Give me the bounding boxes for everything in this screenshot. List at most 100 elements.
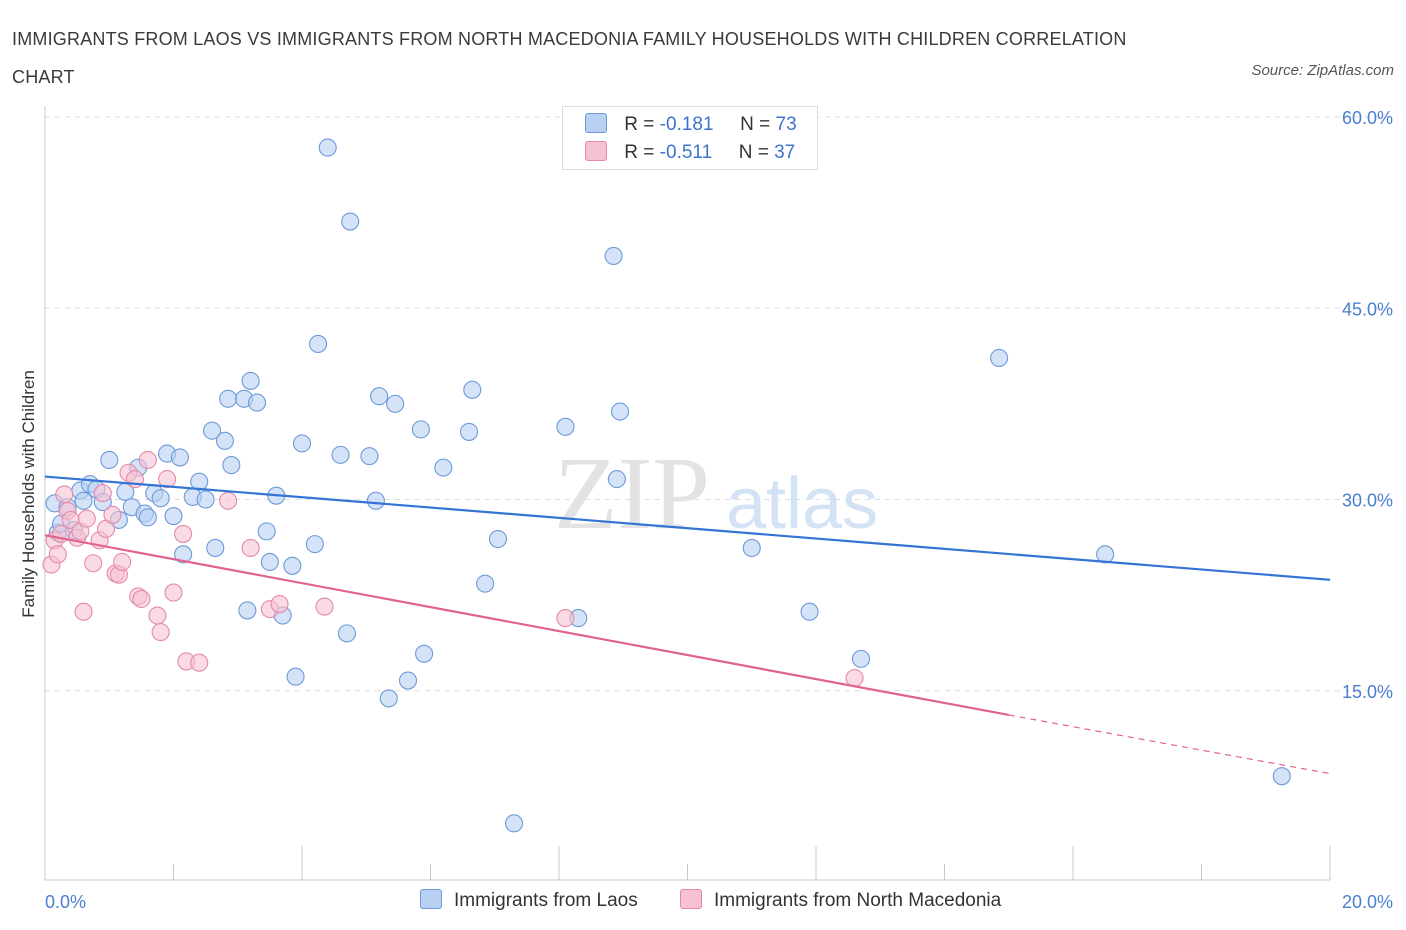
north-macedonia-point bbox=[219, 491, 238, 510]
laos-point bbox=[851, 649, 871, 668]
laos-point bbox=[286, 667, 305, 686]
laos-point bbox=[459, 422, 479, 441]
laos-point bbox=[318, 138, 337, 157]
laos-point bbox=[411, 420, 430, 439]
north-macedonia-point bbox=[158, 470, 177, 489]
bottom-legend-label-north-macedonia: Immigrants from North Macedonia bbox=[714, 890, 1002, 911]
north-macedonia-point bbox=[174, 524, 193, 543]
legend-r-label: R = bbox=[624, 114, 655, 135]
bottom-legend-laos: Immigrants from Laos bbox=[420, 889, 638, 912]
laos-point bbox=[196, 490, 215, 509]
watermark-zip: ZIP bbox=[554, 436, 710, 551]
laos-point bbox=[238, 601, 257, 620]
bottom-legend-swatch-north-macedonia bbox=[680, 889, 702, 909]
laos-point bbox=[463, 380, 482, 399]
north-macedonia-point bbox=[93, 484, 112, 503]
laos-point bbox=[488, 529, 508, 549]
laos-trend-line bbox=[44, 475, 1331, 581]
legend-r-value: -0.181 bbox=[659, 114, 714, 135]
laos-point bbox=[219, 389, 238, 408]
bottom-legend-label-laos: Immigrants from Laos bbox=[454, 890, 638, 911]
north-macedonia-point bbox=[77, 509, 96, 528]
north-macedonia-point bbox=[103, 505, 122, 524]
north-macedonia-point bbox=[148, 606, 167, 625]
y-tick-label: 30.0% bbox=[1342, 491, 1393, 511]
north-macedonia-point bbox=[845, 668, 864, 688]
laos-point bbox=[260, 552, 279, 572]
series-north-macedonia-points bbox=[42, 450, 864, 688]
laos-point bbox=[164, 507, 183, 526]
north-macedonia-point bbox=[241, 538, 260, 558]
laos-point bbox=[398, 671, 418, 690]
laos-point bbox=[800, 602, 819, 621]
laos-point bbox=[257, 522, 276, 541]
north-macedonia-point bbox=[84, 554, 103, 573]
watermark: ZIP atlas bbox=[554, 436, 878, 551]
laos-point bbox=[1272, 767, 1291, 786]
laos-point bbox=[742, 538, 761, 558]
x-tick-label-max: 20.0% bbox=[1342, 892, 1393, 912]
y-tick-label: 45.0% bbox=[1342, 299, 1393, 319]
trend-lines bbox=[44, 475, 1331, 775]
north-macedonia-point bbox=[132, 589, 151, 609]
legend-n-label: N = bbox=[740, 114, 771, 135]
bottom-legend-swatch-laos bbox=[420, 889, 442, 909]
laos-point bbox=[366, 491, 385, 510]
laos-point bbox=[386, 394, 405, 413]
source-label: Source: ZipAtlas.com bbox=[1251, 62, 1394, 79]
laos-point bbox=[415, 644, 434, 663]
north-macedonia-point bbox=[74, 602, 93, 621]
legend-r-label: R = bbox=[624, 142, 655, 163]
legend-n-label: N = bbox=[738, 142, 769, 163]
north-macedonia-trend-extension bbox=[1008, 714, 1331, 775]
laos-point bbox=[341, 212, 360, 231]
laos-point bbox=[370, 387, 389, 406]
laos-point bbox=[305, 535, 324, 554]
laos-point bbox=[331, 445, 350, 464]
legend: R = -0.181 N = 73 R = -0.511 N = 37 bbox=[562, 106, 818, 170]
legend-row-laos: R = -0.181 N = 73 bbox=[585, 113, 797, 137]
x-tick-label-min: 0.0% bbox=[45, 892, 86, 912]
legend-r-value: -0.511 bbox=[659, 142, 713, 163]
north-macedonia-point bbox=[190, 653, 209, 672]
laos-point bbox=[151, 489, 170, 508]
laos-point bbox=[100, 450, 119, 470]
laos-point bbox=[434, 458, 453, 477]
legend-row-north-macedonia: R = -0.511 N = 37 bbox=[585, 141, 795, 165]
north-macedonia-trend-line bbox=[44, 534, 1009, 717]
north-macedonia-point bbox=[48, 545, 67, 564]
laos-point bbox=[607, 470, 626, 489]
laos-point bbox=[476, 574, 495, 593]
laos-point bbox=[203, 421, 222, 440]
laos-point bbox=[215, 431, 234, 450]
legend-swatch-laos bbox=[585, 113, 607, 133]
laos-point bbox=[190, 472, 209, 491]
legend-n-value: 37 bbox=[774, 142, 796, 163]
laos-point bbox=[556, 417, 575, 436]
y-tick-label: 60.0% bbox=[1342, 108, 1393, 128]
laos-point bbox=[604, 246, 623, 266]
laos-point bbox=[174, 545, 193, 564]
laos-point bbox=[74, 491, 93, 510]
y-tick-labels: 15.0% 30.0% 45.0% 60.0% bbox=[1342, 108, 1393, 702]
north-macedonia-point bbox=[270, 594, 289, 614]
laos-point bbox=[222, 456, 241, 475]
laos-point bbox=[283, 556, 302, 575]
laos-point bbox=[360, 447, 379, 466]
laos-point bbox=[247, 393, 267, 412]
north-macedonia-point bbox=[151, 623, 170, 642]
laos-point bbox=[504, 814, 524, 833]
north-macedonia-point bbox=[556, 609, 575, 628]
laos-point bbox=[990, 348, 1009, 368]
laos-point bbox=[292, 434, 312, 453]
north-macedonia-point bbox=[315, 597, 334, 616]
laos-point bbox=[170, 448, 189, 467]
laos-point bbox=[309, 334, 328, 354]
axes bbox=[44, 106, 1331, 881]
laos-point bbox=[138, 508, 157, 527]
laos-point bbox=[241, 371, 260, 390]
legend-n-value: 73 bbox=[775, 114, 797, 135]
laos-point bbox=[337, 624, 357, 643]
north-macedonia-point bbox=[113, 552, 132, 572]
